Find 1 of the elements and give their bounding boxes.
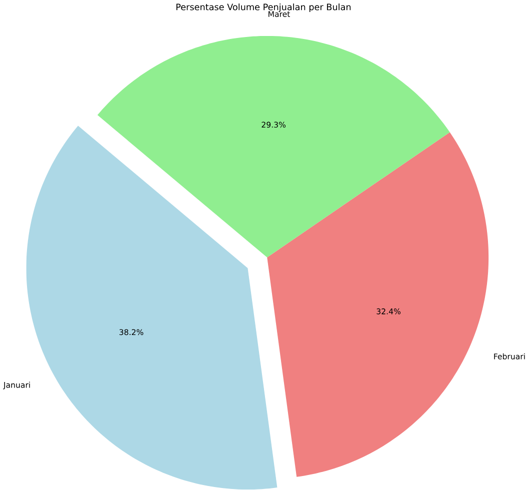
chart-title: Persentase Volume Penjualan per Bulan: [176, 4, 351, 12]
